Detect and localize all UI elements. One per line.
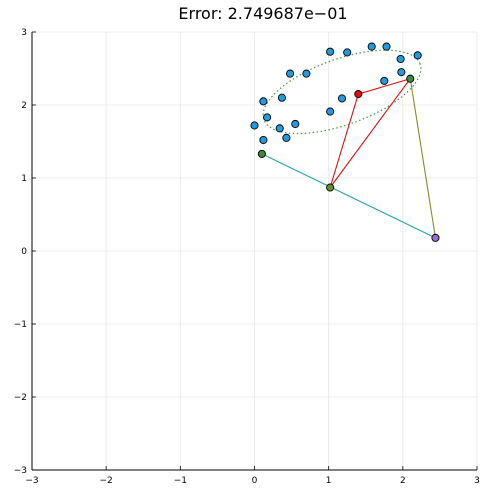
x-tick-label: −3 [25,476,38,486]
data-point [382,42,391,51]
data-point [302,69,311,78]
link-layer [261,78,437,239]
data-point [367,42,376,51]
grid-layer [31,31,478,471]
linkage-link [358,78,411,95]
linkage-node [354,90,363,99]
y-tick-label: 1 [21,174,27,184]
data-point [326,107,335,116]
data-point [250,121,259,130]
data-point [275,124,284,133]
x-tick-label: 3 [474,476,480,486]
x-tick-label: 1 [326,476,332,486]
data-point [343,48,352,57]
data-point [282,133,291,142]
y-tick-label: −1 [14,320,27,330]
linkage-node [326,183,335,192]
y-tick-label: 0 [21,247,27,257]
data-point [291,119,300,129]
data-point [380,76,389,85]
linkage-link [409,78,437,238]
data-point [286,69,295,78]
linkage-node [406,74,415,83]
data-point [396,54,405,64]
axis-layer: −3 −2 −1 0 1 2 3 −3 −2 −1 0 1 2 3 [14,28,480,486]
point-layer [250,42,422,145]
x-tick-label: −1 [174,476,187,486]
data-point [326,47,335,56]
linkage-link [261,153,436,239]
data-point [277,93,286,102]
y-tick-label: −2 [14,393,27,403]
data-point [263,113,272,122]
chart-title: Error: 2.749687e−01 [178,4,347,23]
y-tick-label: 3 [21,28,27,38]
fitted-ellipse [262,49,422,135]
data-point [337,94,347,103]
x-tick-label: 0 [252,476,258,486]
data-point [413,51,422,60]
node-layer [257,74,440,242]
data-point [397,68,406,77]
ellipse-layer [262,49,422,135]
y-tick-label: 2 [21,101,27,111]
data-point [259,97,268,106]
x-tick-label: −2 [100,476,113,486]
data-point [259,135,268,145]
linkage-node [257,149,266,158]
linkage-link [329,93,359,188]
linkage-link [329,78,411,188]
y-tick-label: −3 [14,466,27,476]
x-tick-label: 2 [400,476,406,486]
linkage-node [431,233,440,242]
